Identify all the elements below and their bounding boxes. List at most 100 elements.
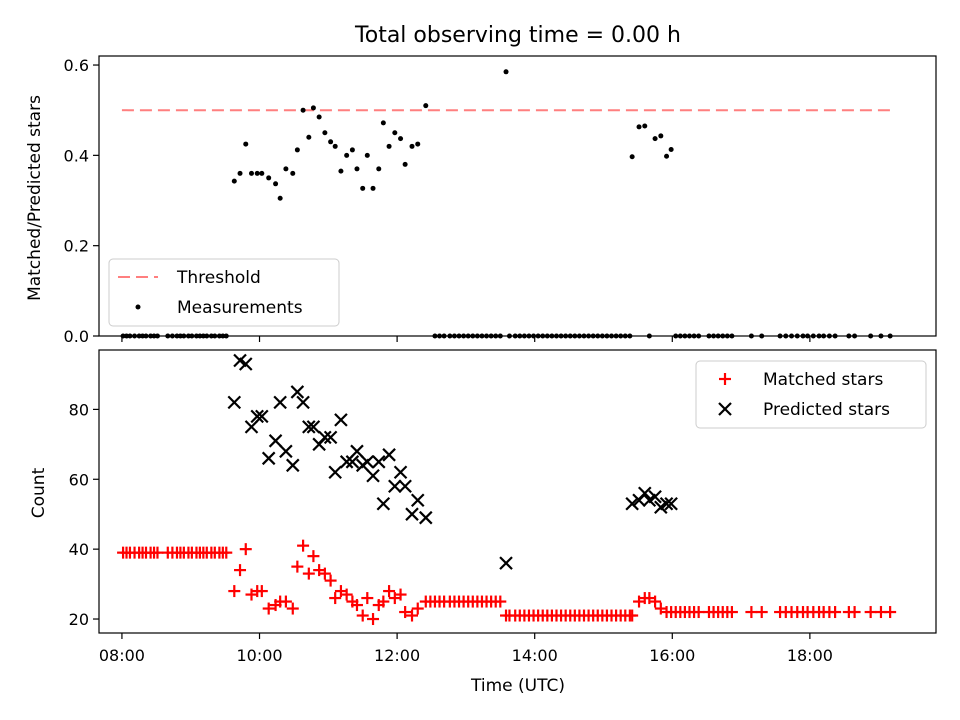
predicted-star-point: [268, 434, 283, 448]
bottom-ylabel: Count: [29, 467, 49, 518]
bottom-ytick-label: 40: [69, 540, 89, 559]
bottom-xtick-label: 12:00: [374, 646, 420, 665]
matched-star-point: [262, 602, 275, 615]
predicted-star-point: [625, 496, 639, 511]
bottom-xtick-label: 18:00: [787, 646, 833, 665]
bottom-panel: Count 20 40 60 80 08:00 10:00 12:00 14:00 16:00…: [29, 349, 937, 696]
predicted-star-point: [339, 455, 354, 469]
predicted-star-point: [323, 430, 338, 445]
bottom-xtick-label: 14:00: [512, 646, 558, 665]
predicted-star-point: [410, 493, 425, 508]
top-ytick-label: 0.4: [64, 146, 89, 165]
measurement-point: [364, 152, 370, 158]
predicted-star-point: [290, 385, 305, 399]
matched-star-point: [297, 539, 310, 552]
matched-star-point: [234, 564, 247, 577]
legend-predicted-label: Predicted stars: [763, 400, 890, 420]
measurement-point: [344, 152, 350, 158]
predicted-star-point: [382, 448, 396, 462]
bottom-xtick-label: 16:00: [649, 646, 695, 665]
matched-star-point: [494, 595, 507, 608]
predicted-star-point: [648, 489, 662, 504]
measurement-point: [259, 170, 265, 176]
matched-star-point: [239, 543, 252, 556]
matched-star-point: [361, 592, 374, 605]
matched-star-point: [649, 595, 662, 608]
predicted-star-point: [637, 486, 652, 501]
legend-measurements-swatch: [135, 304, 141, 310]
matched-star-point: [745, 606, 758, 619]
measurement-point: [328, 139, 334, 145]
matched-star-point: [307, 550, 320, 563]
predicted-star-point: [244, 420, 259, 434]
measurement-point: [277, 195, 283, 201]
measurement-point: [322, 130, 328, 136]
predicted-star-point: [296, 395, 310, 410]
predicted-star-point: [273, 395, 287, 410]
predicted-star-point: [499, 556, 513, 570]
legend-threshold-label: Threshold: [176, 268, 261, 288]
measurement-point: [392, 130, 398, 136]
measurement-point: [658, 133, 664, 139]
matched-star-point: [324, 574, 337, 587]
bottom-ytick-label: 80: [69, 400, 89, 419]
measurement-point: [290, 170, 296, 176]
predicted-star-point: [302, 420, 316, 434]
measurement-point: [409, 143, 415, 149]
matched-star-point: [399, 606, 412, 619]
legend-matched-swatch: [719, 373, 731, 385]
measurement-point: [294, 147, 300, 153]
matched-star-point: [692, 606, 705, 619]
measurement-point: [243, 141, 249, 147]
matched-star-point: [755, 606, 768, 619]
predicted-star-point: [366, 468, 380, 483]
measurement-point: [380, 120, 386, 126]
predicted-star-point: [388, 479, 402, 494]
measurement-point: [664, 153, 670, 159]
matched-star-point: [848, 606, 861, 619]
measurement-point: [642, 123, 648, 129]
predicted-star-point: [334, 413, 348, 427]
measurement-point: [266, 175, 272, 181]
predicted-star-point: [250, 409, 265, 424]
matched-star-point: [367, 613, 380, 626]
bottom-xtick-label: 10:00: [236, 646, 282, 665]
measurement-point: [652, 136, 658, 142]
measurement-point: [360, 185, 366, 191]
bottom-ytick-label: 60: [69, 470, 89, 489]
predicted-star-point: [350, 444, 364, 459]
bottom-xlabel: Time (UTC): [470, 676, 565, 696]
measurement-point: [316, 114, 322, 120]
matched-star-point: [286, 602, 299, 615]
matched-star-point: [220, 546, 233, 559]
predicted-star-point: [279, 444, 293, 459]
measurement-point: [370, 185, 376, 191]
predicted-star-point: [393, 465, 408, 480]
measurement-point: [629, 154, 635, 160]
matched-star-point: [255, 585, 268, 598]
matched-star-point: [318, 567, 331, 580]
predicted-star-point: [285, 458, 300, 473]
predicted-star-point: [664, 496, 678, 511]
measurement-point: [386, 143, 392, 149]
matched-star-point: [383, 585, 396, 598]
measurement-point: [423, 103, 429, 109]
top-ytick-label: 0.2: [64, 237, 89, 256]
matched-star-point: [356, 609, 369, 622]
predicted-star-point: [227, 395, 242, 410]
top-legend-box: [108, 258, 340, 327]
matched-star-point: [350, 599, 363, 612]
measurement-point: [231, 178, 237, 184]
predicted-star-point: [306, 420, 321, 434]
measurement-point: [402, 161, 408, 167]
matched-star-point: [340, 588, 353, 601]
matched-star-point: [329, 592, 342, 605]
matched-star-point: [394, 588, 407, 601]
measurement-point: [354, 166, 360, 172]
bottom-xtick-label: 08:00: [99, 646, 145, 665]
measurement-point: [248, 170, 254, 176]
measurement-point: [283, 166, 289, 172]
predicted-star-point: [238, 357, 253, 371]
measurement-point: [273, 181, 279, 187]
figure-title: Total observing time = 0.00 h: [354, 23, 681, 48]
